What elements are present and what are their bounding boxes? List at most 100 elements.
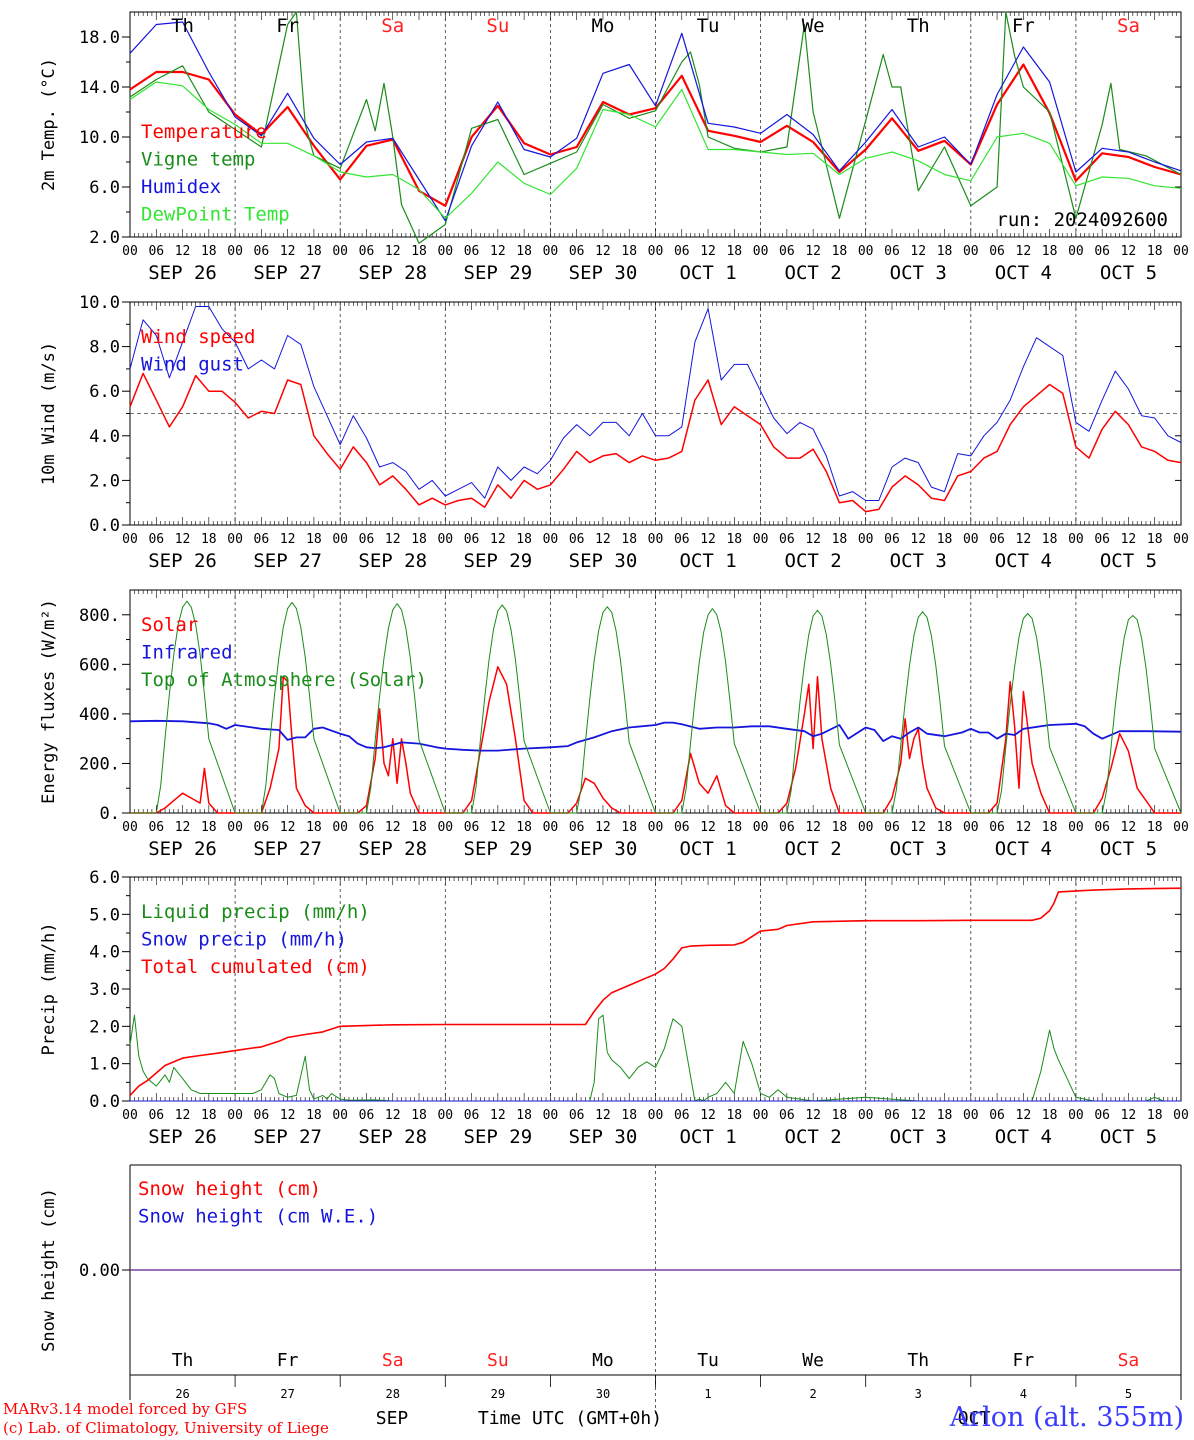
day-number: 1 <box>704 1387 711 1401</box>
hour-tick-label: 12 <box>910 244 926 259</box>
series-line-2 <box>129 306 1182 501</box>
day-number: 4 <box>1020 1387 1027 1401</box>
date-label: SEP 30 <box>569 838 638 860</box>
chart-panel-3: 0. 200. 400. 600. 800. Energy fluxes (W/m²) So… <box>39 589 1189 860</box>
legend-entry: Top of Atmosphere (Solar) <box>141 669 427 691</box>
hour-tick-label: 18 <box>621 1108 637 1123</box>
hour-tick-label: 12 <box>490 820 506 835</box>
hour-tick-label: 00 <box>122 820 138 835</box>
hour-tick-label: 06 <box>148 820 164 835</box>
series-line-1 <box>129 63 1182 207</box>
y-tick-label: 2.0 <box>89 228 120 248</box>
hour-tick-label: 18 <box>832 532 848 547</box>
hour-tick-label: 06 <box>254 820 270 835</box>
day-name: Tu <box>697 15 720 37</box>
hour-tick-label: 18 <box>621 244 637 259</box>
hour-tick-label: 00 <box>1173 532 1189 547</box>
hour-tick-label: 18 <box>201 1108 217 1123</box>
hour-tick-label: 06 <box>989 820 1005 835</box>
day-number: 5 <box>1125 1387 1132 1401</box>
y-tick-label: 200. <box>79 754 120 774</box>
hour-tick-label: 12 <box>700 820 716 835</box>
month-label-oct: OCT <box>958 1408 991 1429</box>
hour-tick-label: 06 <box>464 532 480 547</box>
hour-tick-label: 00 <box>1173 244 1189 259</box>
panels-layer: 2.06.010.014.018.02m Temp. (°C) Temperatu… <box>39 11 1189 1429</box>
hour-tick-label: 06 <box>989 532 1005 547</box>
y-tick-label: 3.0 <box>89 980 120 1000</box>
hour-tick-label: 06 <box>884 244 900 259</box>
hour-tick-label: 06 <box>464 820 480 835</box>
y-tick-label: 400. <box>79 705 120 725</box>
hour-tick-label: 12 <box>1016 820 1032 835</box>
hour-tick-label: 00 <box>122 1108 138 1123</box>
date-label: OCT 2 <box>785 550 842 572</box>
hour-tick-label: 18 <box>832 820 848 835</box>
hour-tick-label: 18 <box>1042 244 1058 259</box>
date-label: SEP 27 <box>253 838 322 860</box>
hour-tick-label: 12 <box>175 532 191 547</box>
y-tick-label: 1.0 <box>89 1055 120 1075</box>
hour-tick-label: 18 <box>726 244 742 259</box>
hour-tick-label: 06 <box>1094 820 1110 835</box>
hour-tick-label: 06 <box>359 820 375 835</box>
hour-tick-label: 12 <box>1121 1108 1137 1123</box>
run-label: run: 2024092600 <box>996 209 1168 231</box>
hour-tick-label: 12 <box>910 820 926 835</box>
hour-tick-label: 12 <box>385 244 401 259</box>
hour-tick-label: 12 <box>910 532 926 547</box>
hour-tick-label: 00 <box>227 244 243 259</box>
y-tick-label: 0.0 <box>89 1092 120 1112</box>
y-tick-label: 4.0 <box>89 427 120 447</box>
day-name-bottom: Fr <box>277 1350 299 1371</box>
day-name-bottom: Th <box>172 1350 194 1371</box>
date-label: OCT 3 <box>890 550 947 572</box>
hour-tick-label: 12 <box>280 1108 296 1123</box>
day-name-bottom: Sa <box>1118 1350 1140 1371</box>
hour-tick-label: 00 <box>332 244 348 259</box>
hour-tick-label: 06 <box>464 244 480 259</box>
hour-tick-label: 06 <box>359 244 375 259</box>
y-tick-label: 18.0 <box>79 28 120 48</box>
legend-entry: Wind gust <box>141 354 244 376</box>
hour-tick-label: 00 <box>543 1108 559 1123</box>
hour-tick-label: 18 <box>1147 244 1163 259</box>
date-label: OCT 4 <box>995 838 1052 860</box>
date-label: SEP 26 <box>148 1126 217 1148</box>
hour-tick-label: 00 <box>963 820 979 835</box>
date-label: OCT 4 <box>995 550 1052 572</box>
date-label: OCT 2 <box>785 1126 842 1148</box>
credit-model: MARv3.14 model forced by GFS <box>3 1400 248 1418</box>
hour-tick-label: 18 <box>1147 820 1163 835</box>
hour-tick-label: 06 <box>989 244 1005 259</box>
date-label: OCT 4 <box>995 262 1052 284</box>
date-label: SEP 29 <box>464 262 533 284</box>
date-label: OCT 1 <box>679 262 736 284</box>
legend-entry: Wind speed <box>141 326 255 348</box>
hour-tick-label: 12 <box>280 532 296 547</box>
hour-tick-label: 12 <box>385 820 401 835</box>
day-number: 2 <box>810 1387 817 1401</box>
hour-tick-label: 06 <box>779 1108 795 1123</box>
hour-tick-label: 00 <box>648 244 664 259</box>
hour-tick-label: 18 <box>411 1108 427 1123</box>
hour-tick-label: 18 <box>937 820 953 835</box>
hour-tick-label: 00 <box>648 820 664 835</box>
legend-entry: Infrared <box>141 642 233 664</box>
hour-tick-label: 12 <box>175 1108 191 1123</box>
hour-tick-label: 12 <box>805 1108 821 1123</box>
day-name-bottom: Sa <box>382 1350 404 1371</box>
hour-tick-label: 18 <box>726 1108 742 1123</box>
hour-tick-label: 18 <box>411 532 427 547</box>
hour-tick-label: 06 <box>884 820 900 835</box>
day-name: Su <box>486 15 509 37</box>
credit-lab: (c) Lab. of Climatology, University of L… <box>3 1419 329 1437</box>
date-label: OCT 4 <box>995 1126 1052 1148</box>
hour-tick-label: 00 <box>753 532 769 547</box>
hour-tick-label: 12 <box>490 532 506 547</box>
y-tick-label: 10.0 <box>79 293 120 313</box>
y-tick-label: 600. <box>79 655 120 675</box>
hour-tick-label: 18 <box>201 244 217 259</box>
hour-tick-label: 18 <box>411 244 427 259</box>
